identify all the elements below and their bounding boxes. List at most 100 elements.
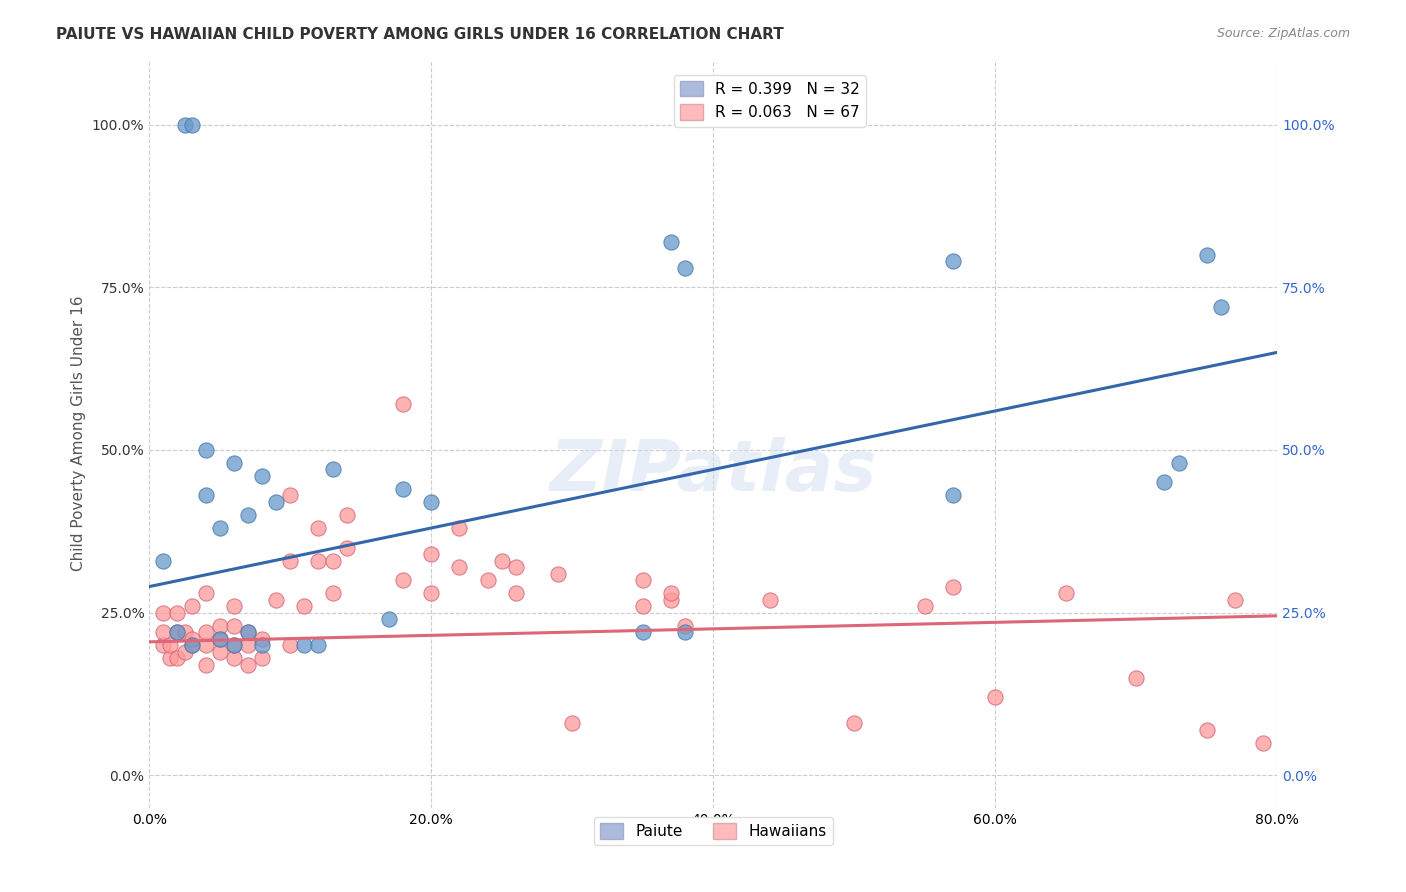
Point [236,508,259,522]
Point [659,235,682,249]
Point [278,553,301,567]
Point [222,638,245,652]
Point [420,547,443,561]
Point [673,625,696,640]
Point [1167,456,1189,470]
Point [914,599,936,613]
Point [152,606,174,620]
Text: ZIPatlas: ZIPatlas [550,436,877,506]
Point [942,488,965,502]
Point [561,716,583,731]
Point [336,541,359,555]
Point [631,625,654,640]
Point [278,638,301,652]
Point [547,566,569,581]
Point [1251,736,1274,750]
Point [194,625,217,640]
Point [250,469,273,483]
Point [222,651,245,665]
Point [673,618,696,632]
Point [322,586,344,600]
Point [336,508,359,522]
Point [250,651,273,665]
Point [236,638,259,652]
Point [278,488,301,502]
Point [505,586,527,600]
Y-axis label: Child Poverty Among Girls Under 16: Child Poverty Among Girls Under 16 [72,296,86,572]
Point [166,625,188,640]
Point [844,716,866,731]
Point [308,638,330,652]
Point [250,632,273,646]
Point [159,651,181,665]
Point [631,599,654,613]
Point [194,638,217,652]
Point [173,118,195,132]
Point [152,553,174,567]
Point [180,118,202,132]
Point [420,586,443,600]
Point [392,573,415,587]
Point [631,573,654,587]
Point [1223,592,1246,607]
Point [322,553,344,567]
Point [194,442,217,457]
Point [208,521,231,535]
Point [378,612,401,626]
Point [194,657,217,672]
Point [250,638,273,652]
Point [180,638,202,652]
Point [152,638,174,652]
Point [264,495,287,509]
Text: PAIUTE VS HAWAIIAN CHILD POVERTY AMONG GIRLS UNDER 16 CORRELATION CHART: PAIUTE VS HAWAIIAN CHILD POVERTY AMONG G… [56,27,785,42]
Point [222,638,245,652]
Point [222,618,245,632]
Legend: Paiute, Hawaiians: Paiute, Hawaiians [593,817,832,845]
Point [1195,723,1218,737]
Point [208,632,231,646]
Point [449,560,471,574]
Point [180,632,202,646]
Point [449,521,471,535]
Point [166,606,188,620]
Point [173,625,195,640]
Point [942,254,965,268]
Point [1125,671,1147,685]
Point [322,462,344,476]
Point [673,260,696,275]
Point [1153,475,1175,490]
Point [166,625,188,640]
Point [222,456,245,470]
Point [308,521,330,535]
Point [505,560,527,574]
Point [758,592,780,607]
Point [942,580,965,594]
Point [194,488,217,502]
Point [180,638,202,652]
Point [659,586,682,600]
Point [194,586,217,600]
Point [292,638,315,652]
Point [180,599,202,613]
Point [208,618,231,632]
Point [477,573,499,587]
Point [152,625,174,640]
Point [392,482,415,496]
Point [984,690,1007,705]
Text: Source: ZipAtlas.com: Source: ZipAtlas.com [1216,27,1350,40]
Point [236,625,259,640]
Point [236,657,259,672]
Point [1209,300,1232,314]
Point [308,553,330,567]
Point [208,645,231,659]
Point [659,592,682,607]
Point [264,592,287,607]
Point [1195,248,1218,262]
Point [491,553,513,567]
Point [166,651,188,665]
Point [208,632,231,646]
Point [159,638,181,652]
Point [236,625,259,640]
Point [222,599,245,613]
Point [420,495,443,509]
